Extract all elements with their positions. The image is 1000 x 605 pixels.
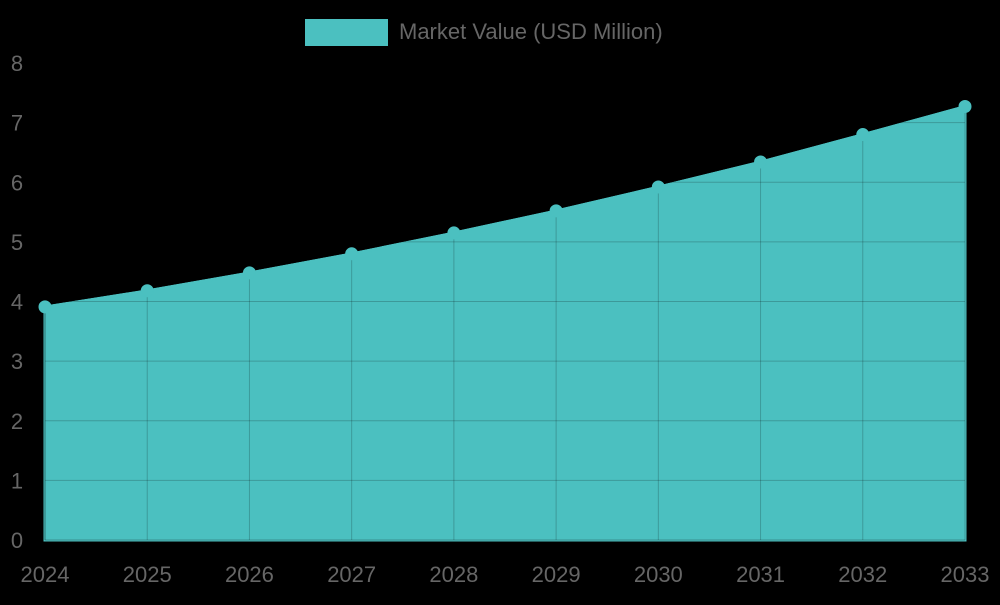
- legend-label: Market Value (USD Million): [399, 19, 663, 44]
- gridlines: [35, 53, 975, 541]
- y-tick-label: 1: [11, 468, 23, 493]
- legend[interactable]: Market Value (USD Million): [305, 18, 663, 46]
- x-tick-label: 2026: [225, 562, 274, 587]
- data-point[interactable]: [856, 128, 870, 142]
- y-tick-label: 0: [11, 528, 23, 553]
- data-point[interactable]: [754, 155, 768, 169]
- x-tick-label: 2029: [532, 562, 581, 587]
- data-point[interactable]: [447, 226, 461, 240]
- x-tick-label: 2028: [429, 562, 478, 587]
- data-point[interactable]: [958, 100, 972, 114]
- x-tick-label: 2024: [21, 562, 70, 587]
- data-point[interactable]: [38, 300, 52, 314]
- y-tick-label: 7: [11, 111, 23, 136]
- y-tick-label: 2: [11, 409, 23, 434]
- data-points: [38, 100, 972, 314]
- y-axis: 0 1 2 3 4 5 6 7 8: [11, 51, 23, 553]
- x-tick-label: 2033: [941, 562, 990, 587]
- x-axis: 2024 2025 2026 2027 2028 2029 2030 2031 2032 2033: [21, 562, 990, 587]
- y-tick-label: 8: [11, 51, 23, 76]
- legend-swatch: [305, 18, 388, 46]
- x-tick-label: 2027: [327, 562, 376, 587]
- x-tick-label: 2030: [634, 562, 683, 587]
- data-point[interactable]: [651, 180, 665, 194]
- area-mask: [35, 53, 975, 307]
- data-point[interactable]: [345, 247, 359, 261]
- y-tick-label: 5: [11, 230, 23, 255]
- x-tick-label: 2031: [736, 562, 785, 587]
- x-tick-label: 2025: [123, 562, 172, 587]
- data-point[interactable]: [140, 284, 154, 298]
- y-tick-label: 6: [11, 170, 23, 195]
- data-point[interactable]: [549, 204, 563, 218]
- y-tick-label: 3: [11, 349, 23, 374]
- y-tick-label: 4: [11, 290, 23, 315]
- data-point[interactable]: [242, 266, 256, 280]
- x-tick-label: 2032: [838, 562, 887, 587]
